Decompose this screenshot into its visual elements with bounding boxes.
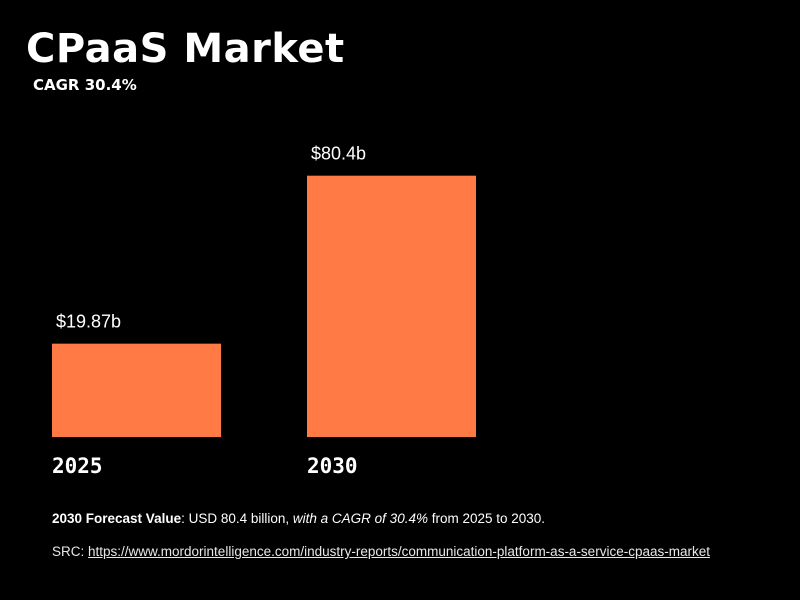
bar-2025 — [52, 343, 221, 437]
category-label: 2030 — [307, 454, 358, 478]
note-italic: with a CAGR of 30.4% — [292, 511, 428, 526]
source-link[interactable]: https://www.mordorintelligence.com/indus… — [88, 544, 710, 559]
forecast-note: 2030 Forecast Value: USD 80.4 billion, w… — [52, 511, 545, 526]
bar-chart: $19.87b 2025 $80.4b 2030 — [52, 144, 476, 478]
category-label: 2025 — [52, 454, 103, 478]
source: SRC: https://www.mordorintelligence.com/… — [52, 543, 732, 560]
chart-title: CPaaS Market — [26, 26, 345, 72]
note-text: : USD 80.4 billion, — [181, 511, 293, 526]
note-bold: 2030 Forecast Value — [52, 511, 182, 526]
data-label: $19.87b — [56, 312, 121, 332]
bar-2030 — [307, 175, 476, 437]
data-label: $80.4b — [311, 144, 366, 164]
chart-subtitle: CAGR 30.4% — [33, 76, 137, 94]
note-text-end: from 2025 to 2030. — [427, 511, 546, 526]
source-label: SRC: — [52, 544, 89, 559]
